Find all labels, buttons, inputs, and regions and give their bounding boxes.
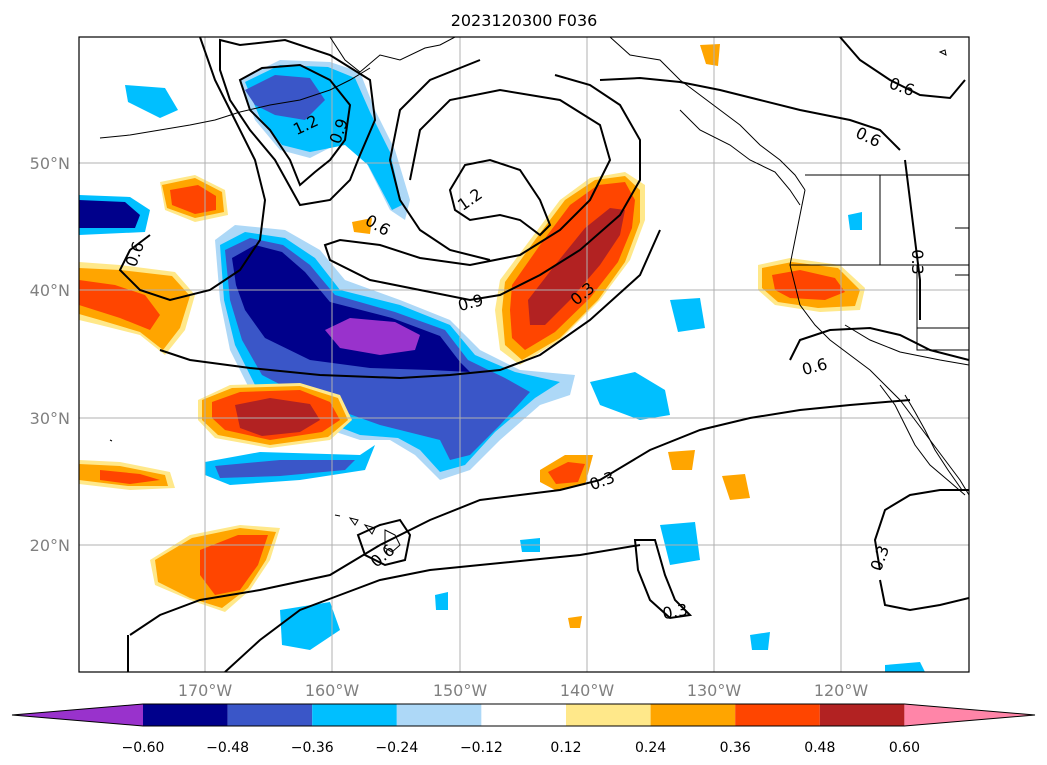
aleutian-chain [99, 67, 371, 139]
contour-0.3-east [904, 159, 921, 320]
small-blue-3 [660, 522, 700, 565]
small-blue-1 [125, 85, 178, 118]
small-island-2 [109, 439, 113, 442]
colorbar-tick: 0.48 [804, 740, 835, 756]
lat-label: 20°N [30, 536, 70, 555]
colorbar-tick: 0.36 [720, 740, 751, 756]
latitude-labels: 50°N 40°N 30°N 20°N [30, 154, 70, 555]
colorbar-segment [312, 704, 397, 726]
north-blue-dark [245, 75, 325, 120]
colorbar-tick: 0.24 [635, 740, 666, 756]
map-area: 1.2 0.9 0.6 1.2 0.9 0.6 0.3 0.6 0.6 0.3 … [79, 37, 969, 672]
colorbar-tick: −0.36 [291, 740, 334, 756]
small-orange-2 [668, 450, 695, 470]
colorbar: −0.60 −0.48 −0.36 −0.24 −0.12 0.12 0.24 … [11, 703, 1036, 756]
contour-0.9-west [219, 38, 377, 207]
colorbar-segment [481, 704, 566, 726]
contour-0.6-loop [159, 229, 661, 380]
contour-0.3-loop-small [633, 539, 693, 620]
mid-darkred [235, 398, 320, 436]
colorbar-segment [143, 704, 228, 726]
colorbar-segment [819, 704, 905, 726]
alaska-panhandle [609, 37, 806, 191]
contour-label: 0.3 [908, 249, 927, 274]
small-orange-4 [700, 44, 720, 66]
mexico-border [844, 324, 969, 366]
small-blue-2 [590, 372, 670, 420]
lon-label: 140°W [560, 681, 615, 700]
colorbar-ticks: −0.60 −0.48 −0.36 −0.24 −0.12 0.12 0.24 … [122, 740, 920, 756]
contour-0.6-hawaii [356, 518, 412, 567]
small-blue-4 [670, 298, 705, 332]
contour-label: 0.3 [661, 600, 689, 623]
state-border-3 [916, 265, 969, 351]
colorbar-tick: −0.48 [206, 740, 249, 756]
colorbar-right-arrow [904, 704, 1035, 726]
lon-label: 130°W [687, 681, 742, 700]
colorbar-outline [11, 703, 1036, 727]
colorbar-segment [566, 704, 651, 726]
lon-label: 170°W [178, 681, 233, 700]
longitude-labels: 170°W 160°W 150°W 140°W 130°W 120°W [178, 681, 869, 700]
contour-0.3-lower [224, 544, 641, 672]
south-band-dark [215, 460, 355, 478]
small-island-1 [938, 49, 947, 56]
contour-0.9-center [388, 59, 491, 261]
contour-0.3-se [873, 489, 969, 571]
positive-anomaly-fills [79, 44, 865, 628]
contour-0.3-se2 [879, 579, 969, 612]
contour-0.6-ne [839, 37, 966, 100]
small-orange-6 [568, 616, 582, 628]
map-frame [78, 36, 970, 673]
lat-label: 30°N [30, 409, 70, 428]
colorbar-tick: −0.24 [375, 740, 418, 756]
small-blue-7 [848, 212, 862, 230]
colorbar-tick: 0.60 [889, 740, 920, 756]
lat-label: 40°N [30, 281, 70, 300]
us-west-coast [789, 189, 969, 496]
purple-region [325, 318, 420, 355]
contour-0.6-outer [118, 37, 267, 302]
east-arc-darkred [528, 208, 625, 325]
small-blue-9 [435, 592, 448, 610]
lat-label: 50°N [30, 154, 70, 173]
small-red-1 [548, 462, 585, 484]
lon-label: 150°W [433, 681, 488, 700]
alaska-coast [329, 37, 456, 73]
bc-coast [679, 109, 801, 206]
colorbar-tick: 0.12 [550, 740, 581, 756]
hawaii-islands [334, 514, 401, 553]
small-blue-10 [885, 662, 925, 672]
colorbar-tick: −0.60 [122, 740, 165, 756]
coastlines [99, 37, 969, 553]
baja-inner [904, 394, 963, 491]
west-navy-core [79, 200, 140, 228]
cal-red [772, 270, 845, 300]
colorbar-segment [227, 704, 313, 726]
lon-label: 120°W [814, 681, 869, 700]
sw-red [200, 535, 268, 595]
figure-title: 2023120300 F036 [451, 11, 598, 30]
w-band-red [100, 470, 160, 484]
contour-1.2-center [323, 74, 641, 302]
colorbar-tick: −0.12 [460, 740, 503, 756]
colorbar-left-arrow [12, 704, 143, 726]
colorbar-segment [650, 704, 736, 726]
contour-0.3-south [129, 399, 911, 636]
state-border-6 [955, 227, 969, 276]
small-orange-3 [722, 474, 750, 500]
contour-0.6-loop2 [789, 326, 969, 361]
contour-lines [118, 37, 969, 672]
colorbar-segment [735, 704, 820, 726]
baja-coast [879, 384, 966, 496]
contour-0.6-east [599, 76, 901, 151]
small-blue-6 [750, 632, 770, 650]
lon-label: 160°W [305, 681, 360, 700]
colorbar-segment [396, 704, 482, 726]
west-red [79, 280, 160, 330]
contour-1.2-west [238, 63, 352, 187]
small-orange-5 [352, 218, 372, 234]
